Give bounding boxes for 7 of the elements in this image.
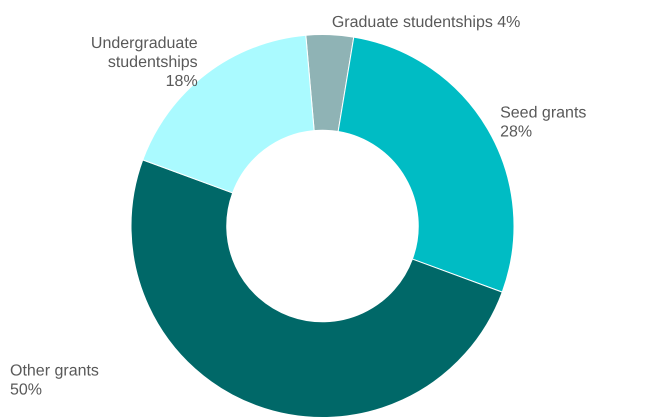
data-label: 50% (10, 381, 42, 398)
slice-label: Seed grants (500, 104, 586, 122)
slice-label: Graduate studentships 4% (332, 14, 520, 32)
data-label: 18% (166, 73, 198, 90)
slice-label: Undergraduate studentships (90, 35, 198, 72)
slice-label: Other grants (10, 362, 99, 380)
data-label: 28% (500, 124, 532, 141)
